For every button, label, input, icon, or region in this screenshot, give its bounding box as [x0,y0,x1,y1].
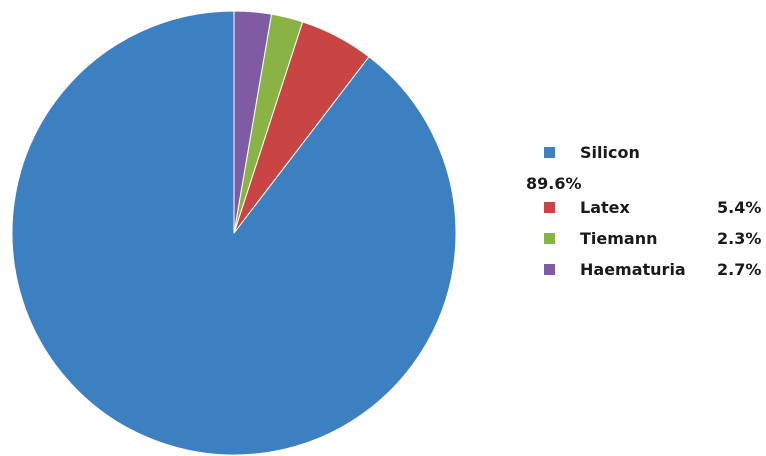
pie-slices [11,10,457,456]
legend-item-latex: Latex 5.4% [526,198,761,218]
legend-swatch-haematuria [544,264,555,275]
legend-value-tiemann: 2.3% [717,229,762,248]
chart-legend: Silicon 89.6% Latex 5.4% Tiemann 2.3% Ha… [526,143,761,291]
legend-label-haematuria: Haematuria [580,260,686,279]
legend-label-tiemann: Tiemann [580,229,658,248]
legend-swatch-latex [544,202,555,213]
legend-value-silicon: 89.6% [526,174,582,193]
legend-item-haematuria: Haematuria 2.7% [526,260,761,280]
legend-label-latex: Latex [580,198,630,217]
legend-item-silicon: Silicon 89.6% [526,143,761,194]
legend-swatch-silicon [544,147,555,158]
legend-value-latex: 5.4% [717,198,762,217]
legend-label-silicon: Silicon [580,143,640,162]
legend-swatch-tiemann [544,233,555,244]
legend-item-tiemann: Tiemann 2.3% [526,229,761,249]
pie-slice-haematuria [233,10,272,234]
legend-value-haematuria: 2.7% [717,260,762,279]
